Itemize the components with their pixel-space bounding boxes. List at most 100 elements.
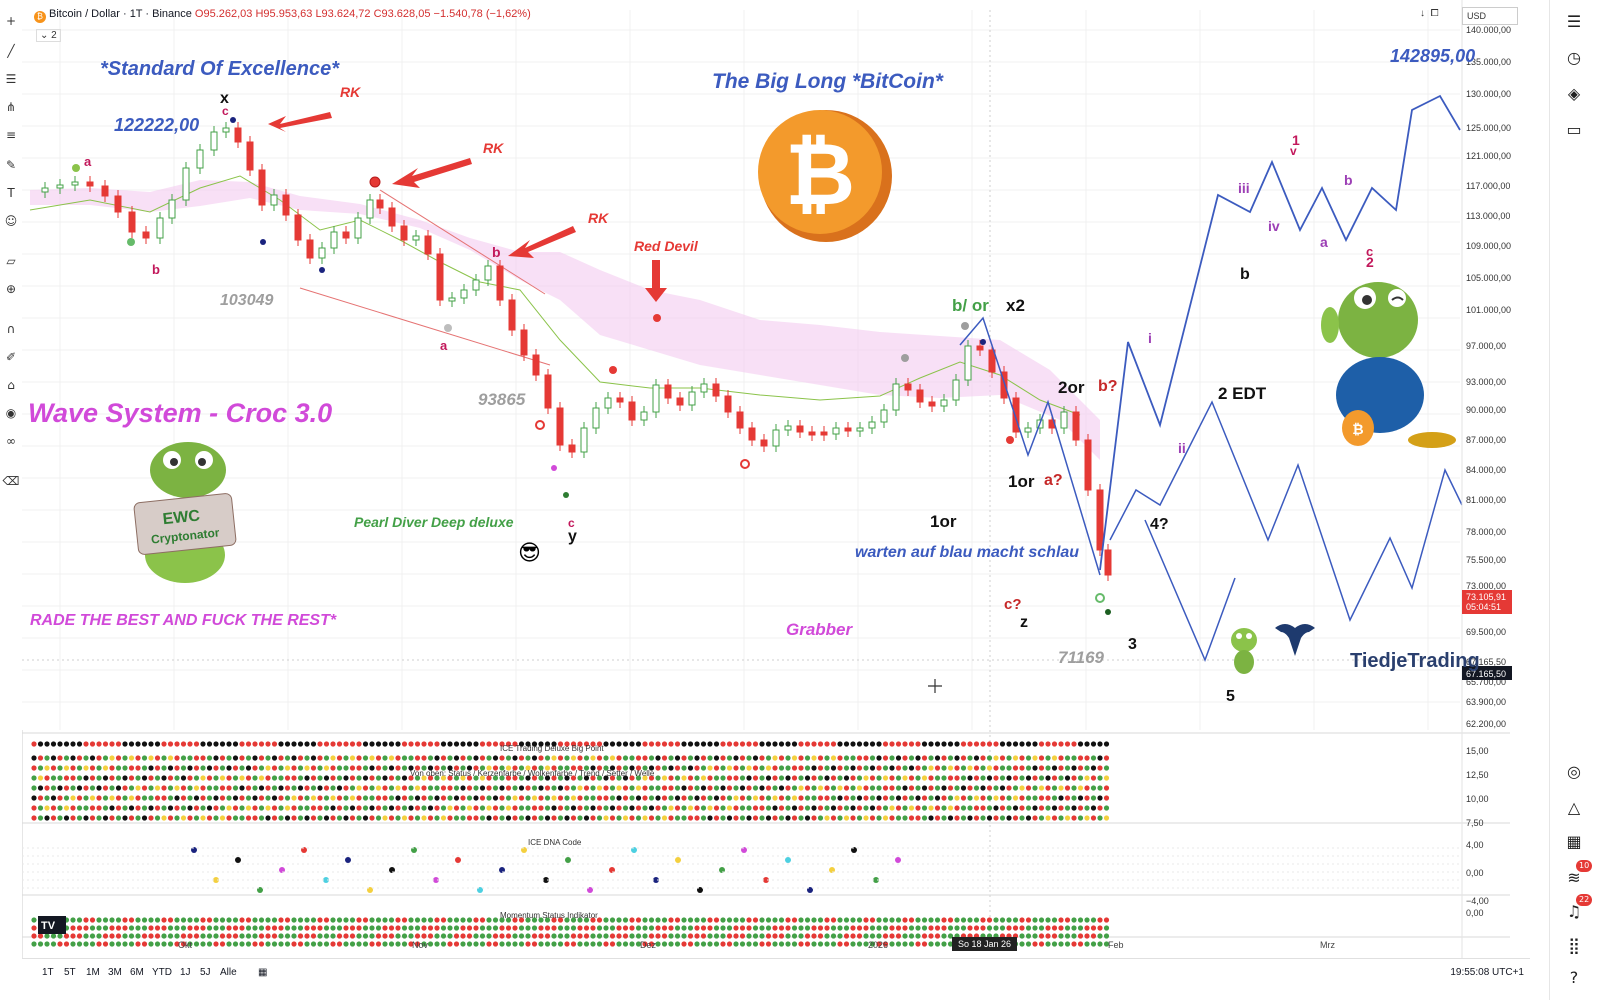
horizontal-lines-tool-icon[interactable]: ☰ <box>5 72 17 86</box>
ice-dot <box>785 755 791 761</box>
candle <box>964 345 972 381</box>
magnet-tool-icon[interactable]: ∩ <box>6 322 16 336</box>
trash-icon[interactable]: ⌫ <box>2 474 20 488</box>
emoji-tool-icon[interactable]: ☺ <box>4 214 18 228</box>
range-5y[interactable]: 5J <box>200 967 211 978</box>
momentum-dot <box>752 925 759 931</box>
ice-dot <box>440 741 447 747</box>
momentum-dot <box>973 925 980 931</box>
ice-dot <box>1084 765 1090 771</box>
momentum-dot <box>590 917 596 923</box>
ice-dot <box>492 765 499 771</box>
momentum-dot <box>863 925 869 931</box>
layers-icon[interactable]: ◈ <box>1567 84 1581 103</box>
lock-icon[interactable]: ⌂ <box>7 378 15 392</box>
ice-dot <box>115 785 122 791</box>
trendline-tool-icon[interactable]: ╱ <box>7 44 15 58</box>
candle <box>294 214 302 241</box>
momentum-dot <box>479 925 486 931</box>
symbol-name[interactable]: Bitcoin / Dollar · 1T · Binance <box>49 8 192 20</box>
chart-canvas[interactable]: ₿ EWC Cryptonator ₿ 140.00 <box>0 0 1550 1000</box>
text-tool-icon[interactable]: T <box>7 186 15 200</box>
watchlist-icon[interactable]: ☰ <box>1566 12 1582 31</box>
range-5d[interactable]: 5T <box>64 967 76 978</box>
range-1m[interactable]: 1M <box>86 967 100 978</box>
broadcast-icon[interactable]: ≋ <box>1567 868 1581 887</box>
help-icon[interactable]: ? <box>1569 968 1579 987</box>
calendar-icon-right[interactable]: ▦ <box>1566 832 1582 851</box>
ice-dot <box>733 805 739 811</box>
dna-dot <box>345 857 351 863</box>
range-ytd[interactable]: YTD <box>152 967 172 978</box>
zoom-tool-icon[interactable]: ⊕ <box>5 282 17 296</box>
alarm-clock-icon[interactable]: ◷ <box>1567 48 1581 67</box>
ice-dot <box>232 785 239 791</box>
currency-select[interactable]: USD <box>1462 7 1518 25</box>
crosshair-tool-icon[interactable]: + <box>5 14 17 28</box>
ice-dot <box>1103 805 1110 811</box>
range-all[interactable]: Alle <box>220 967 237 978</box>
momentum-dot <box>375 933 382 939</box>
fullscreen-icon[interactable]: ⧠ <box>1430 8 1439 19</box>
ice-dot <box>752 805 759 811</box>
range-3m[interactable]: 3M <box>108 967 122 978</box>
ice-dot <box>895 805 902 811</box>
momentum-dot <box>135 917 141 923</box>
range-6m[interactable]: 6M <box>130 967 144 978</box>
range-1y[interactable]: 1J <box>180 967 191 978</box>
momentum-dot <box>252 941 258 947</box>
ice-dot <box>388 795 395 801</box>
momentum-dot <box>830 925 837 931</box>
ice-dot <box>960 775 967 781</box>
chat-icon[interactable]: ▭ <box>1566 120 1582 139</box>
ice-dot <box>200 775 206 781</box>
momentum-dot <box>811 941 817 947</box>
fib-tool-icon[interactable]: ≡ <box>5 128 17 142</box>
momentum-dot <box>271 917 278 923</box>
range-1d[interactable]: 1T <box>42 967 54 978</box>
ice-dot <box>304 775 310 781</box>
ice-dot <box>1090 755 1097 761</box>
ice-dot <box>954 741 960 747</box>
ice-dot <box>466 815 473 821</box>
target-icon[interactable]: ◎ <box>1567 762 1581 781</box>
down-arrow-icon[interactable]: ↓ <box>1420 8 1425 19</box>
ice-dot <box>193 785 200 791</box>
momentum-dot <box>843 941 850 947</box>
ice-dot <box>707 775 713 781</box>
ice-dot <box>388 775 395 781</box>
ice-dot <box>297 741 304 747</box>
ice-dot <box>304 741 310 747</box>
alerts-badge: 22 <box>1576 894 1593 906</box>
brush-tool-icon[interactable]: ✎ <box>5 158 17 172</box>
ice-dot <box>291 805 297 811</box>
momentum-dot <box>648 925 655 931</box>
ice-dot <box>83 795 89 801</box>
ice-dot <box>408 775 414 781</box>
wave-x2-label: x2 <box>1006 296 1025 315</box>
ice-dot <box>648 815 655 821</box>
ice-dot <box>343 815 349 821</box>
link-icon[interactable]: ∞ <box>6 434 16 448</box>
momentum-dot <box>219 941 226 947</box>
ice-dot <box>317 775 323 781</box>
momentum-dot <box>973 917 980 923</box>
ice-dot <box>135 755 141 761</box>
ice-dot <box>1045 755 1051 761</box>
bell-icon[interactable]: ♫ <box>1566 902 1582 921</box>
momentum-dot <box>980 925 986 931</box>
momentum-dot <box>473 917 479 923</box>
pitchfork-tool-icon[interactable]: ⋔ <box>5 100 17 114</box>
momentum-dot <box>1064 933 1071 939</box>
ruler-tool-icon[interactable]: ▱ <box>6 254 16 268</box>
eye-icon[interactable]: ◉ <box>5 406 17 420</box>
calendar-icon[interactable]: ▦ <box>258 967 268 978</box>
momentum-dot <box>1045 941 1051 947</box>
ice-dot <box>921 741 928 747</box>
ideas-icon[interactable]: △ <box>1567 798 1581 817</box>
stay-in-drawing-icon[interactable]: ✐ <box>5 350 17 364</box>
indicator-collapse-toggle[interactable]: ⌄ 2 <box>36 29 61 42</box>
momentum-dot <box>1032 917 1038 923</box>
momentum-dot <box>252 917 258 923</box>
apps-grid-icon[interactable]: ⣿ <box>1568 936 1580 955</box>
